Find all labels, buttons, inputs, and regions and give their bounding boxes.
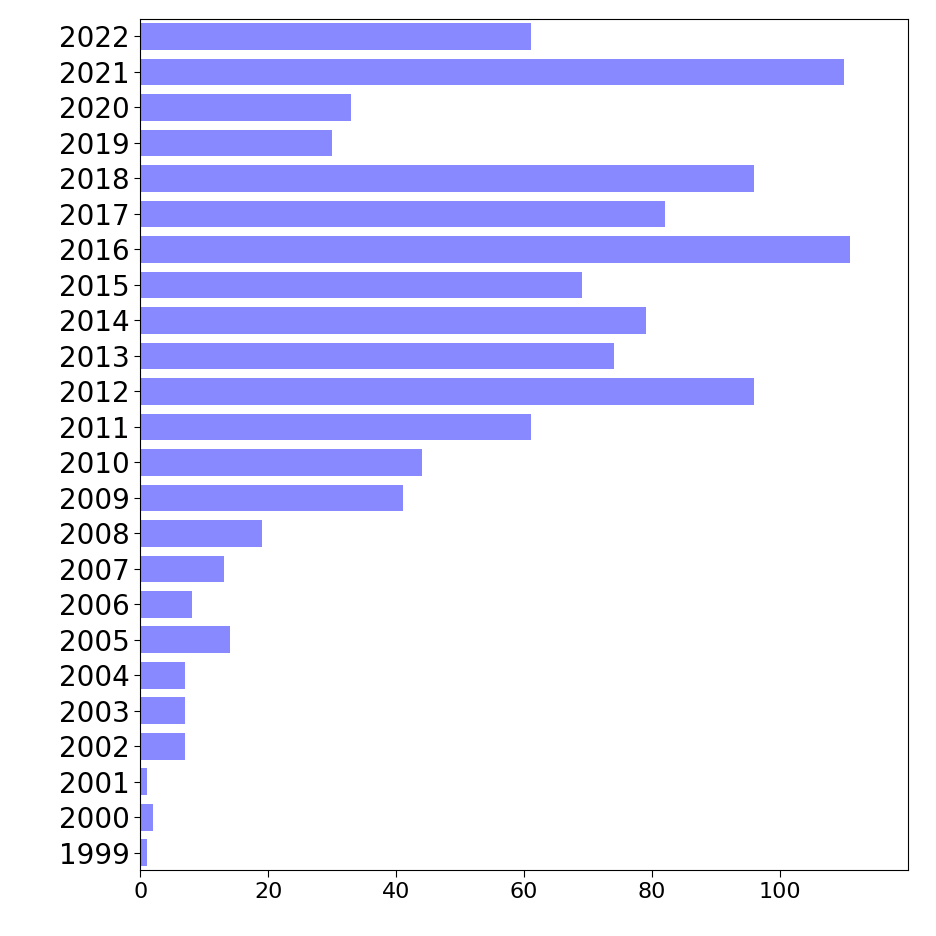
Bar [140, 129, 332, 156]
Bar [140, 662, 185, 689]
Bar [140, 95, 352, 121]
Bar [140, 23, 531, 50]
Bar [140, 378, 754, 404]
Bar [140, 804, 154, 830]
Bar [140, 343, 614, 369]
Bar [140, 485, 402, 511]
Bar [140, 307, 646, 334]
Bar [140, 200, 665, 227]
Bar [140, 840, 147, 866]
Bar [140, 414, 531, 440]
Bar [140, 271, 582, 299]
Bar [140, 449, 422, 475]
Bar [140, 236, 851, 263]
Bar [140, 59, 844, 85]
Bar [140, 626, 230, 653]
Bar [140, 555, 224, 582]
Bar [140, 520, 262, 547]
Bar [140, 591, 192, 618]
Bar [140, 733, 185, 760]
Bar [140, 165, 754, 192]
Bar [140, 697, 185, 724]
Bar [140, 768, 147, 795]
